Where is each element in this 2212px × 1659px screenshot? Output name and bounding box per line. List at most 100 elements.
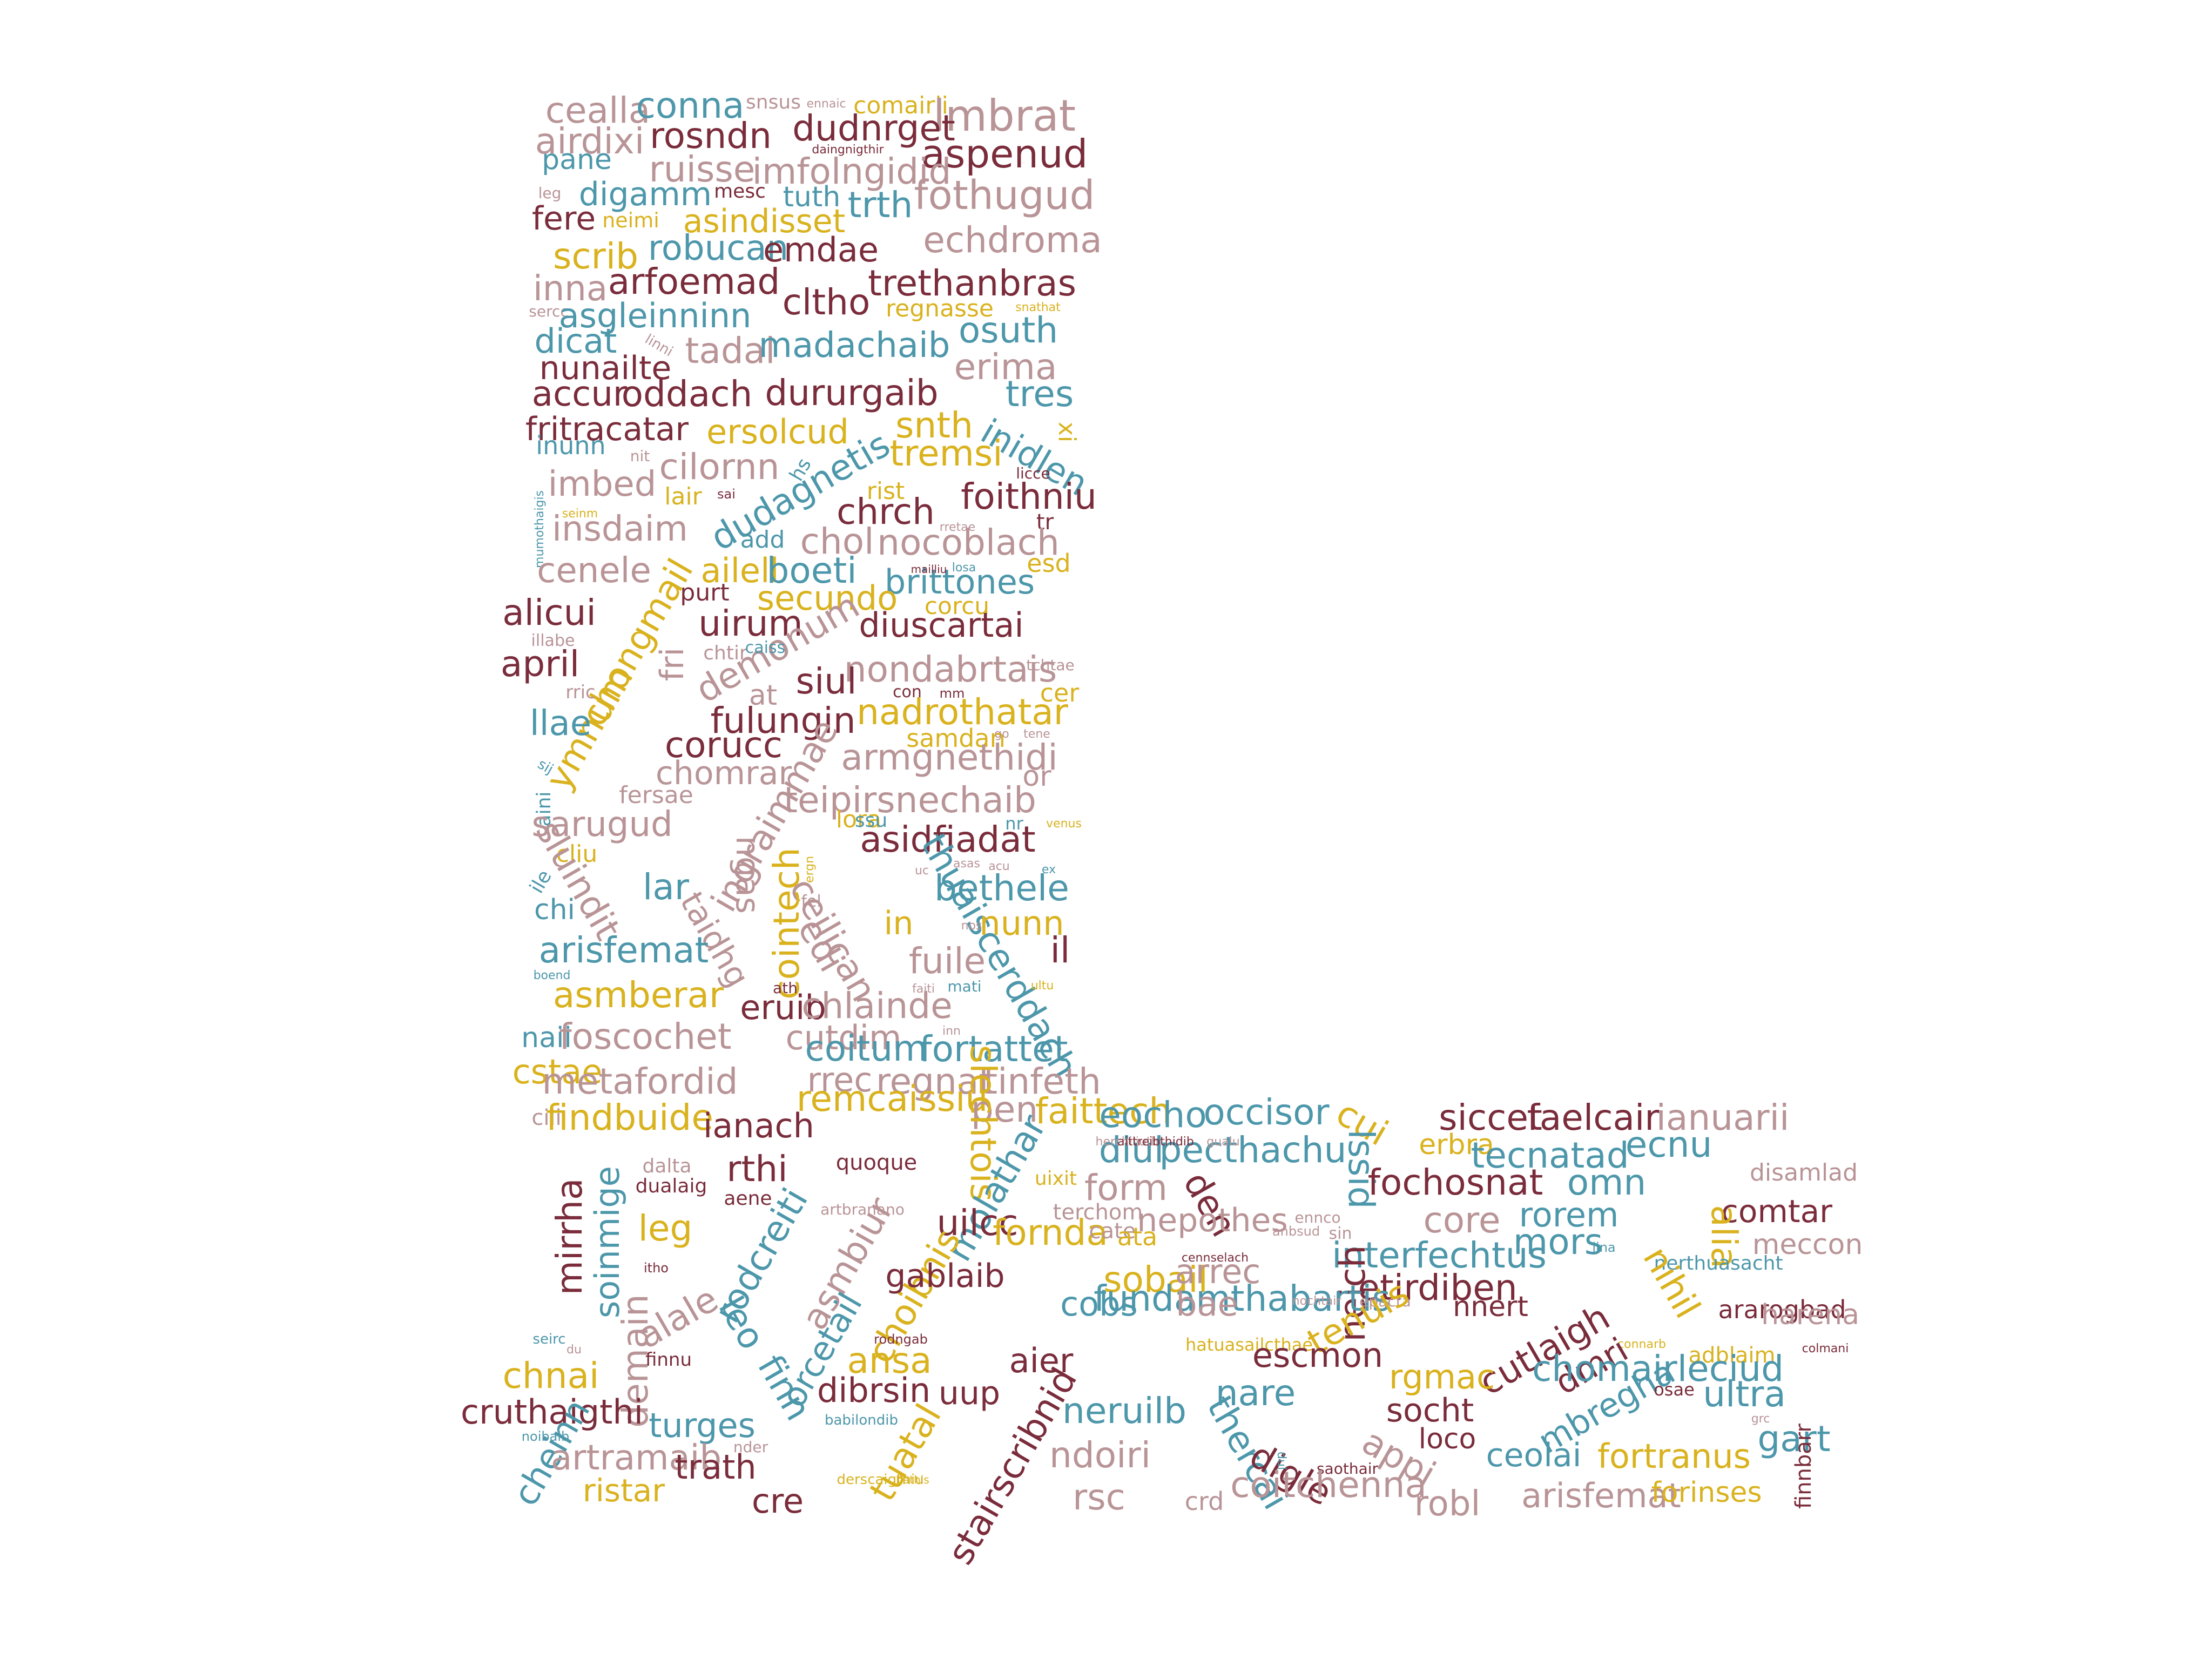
cloud-word: mors [1513, 1221, 1603, 1263]
cloud-word: sobail [1103, 1259, 1208, 1300]
cloud-word: cilornn [659, 446, 780, 488]
cloud-word: llae [529, 704, 592, 744]
cloud-word: ararogbad [1718, 1295, 1846, 1324]
cloud-word: grc [1751, 1412, 1770, 1426]
cloud-word: disamlad [1749, 1159, 1858, 1186]
cloud-word: trethanbras [867, 262, 1077, 304]
cloud-word: echdroma [923, 219, 1102, 261]
cloud-word: colmani [1802, 1342, 1849, 1355]
cloud-word: aene [724, 1188, 772, 1210]
cloud-word: cstae [512, 1052, 603, 1091]
cloud-word: artbranano [820, 1201, 905, 1218]
cloud-word: chol [800, 521, 874, 562]
cloud-word: asmberar [552, 974, 724, 1016]
cloud-word: dibrsin [817, 1371, 931, 1410]
cloud-word: cenele [537, 551, 651, 591]
cloud-word: finnu [645, 1349, 692, 1371]
cloud-word: ansa [847, 1340, 932, 1381]
cloud-word: mailliu [911, 563, 947, 576]
cloud-word: ndoiri [1049, 1434, 1151, 1476]
cloud-word: rric [565, 682, 596, 703]
cloud-word: nit [630, 447, 650, 465]
cloud-word: imfolngidid [752, 151, 952, 192]
cloud-word: ath [773, 979, 798, 997]
cloud-word: ultu [1030, 979, 1054, 993]
cloud-word: hatuasailcthae [1185, 1334, 1313, 1355]
cloud-word: fulungin [710, 700, 856, 741]
cloud-word: fritracatar [525, 410, 689, 448]
cloud-word: pane [542, 144, 612, 176]
cloud-word: escmon [1252, 1336, 1384, 1375]
cloud-word: eocho [1099, 1094, 1207, 1136]
cloud-word: uixit [1034, 1168, 1077, 1190]
cloud-word: armgnethidi [841, 737, 1058, 778]
cloud-word: nr [1005, 813, 1023, 834]
cloud-word: gart [1757, 1418, 1831, 1460]
cloud-word: du [567, 1343, 582, 1357]
cloud-word: fothugud [914, 172, 1095, 219]
cloud-word: fri [653, 647, 691, 682]
cloud-word: tene [1023, 727, 1050, 741]
cloud-word: fersae [619, 781, 693, 809]
cloud-word: trth [847, 184, 913, 226]
cloud-word: chlainde [801, 985, 953, 1027]
cloud-word: erima [954, 346, 1057, 388]
cloud-word: snth [895, 404, 973, 446]
cloud-word: chrch [837, 491, 935, 532]
cloud-word: arisfemat [1521, 1476, 1681, 1515]
cloud-word: nare [1215, 1372, 1296, 1414]
cloud-word: bethele [934, 867, 1069, 909]
cloud-word: rodngab [874, 1332, 928, 1347]
cloud-word: dalta [642, 1155, 692, 1177]
cloud-word: tuth [783, 181, 841, 213]
cloud-word: herchiliuth [1095, 1135, 1159, 1149]
cloud-word: babilondib [824, 1412, 899, 1428]
cloud-word: digamm [578, 176, 712, 213]
cloud-word: mirrha [549, 1178, 590, 1296]
cloud-word: emdae [763, 230, 879, 269]
cloud-word: fochosnat [1367, 1162, 1543, 1203]
cloud-word: anbsud [1272, 1224, 1320, 1239]
cloud-word: pecthachu [1159, 1129, 1347, 1171]
cloud-word: accur [531, 374, 628, 414]
cloud-word: nos [961, 919, 982, 933]
cloud-word: ceolai [1486, 1437, 1582, 1474]
cloud-word: ex [1041, 863, 1056, 876]
cloud-word: nepothes [1137, 1202, 1288, 1239]
cloud-word: faelcair [1527, 1097, 1660, 1138]
cloud-word: il [1050, 929, 1070, 971]
cloud-word: gablaib [885, 1257, 1005, 1295]
cloud-word: airdixi [535, 120, 645, 162]
cloud-word: tremsi [889, 433, 1003, 474]
cloud-word: tinfeth [983, 1061, 1101, 1102]
cloud-word: noibaib [521, 1429, 570, 1444]
cloud-word: regnat [875, 1061, 993, 1102]
cloud-word: tadal [685, 330, 775, 372]
cloud-word: mm [939, 686, 965, 701]
cloud-word: corucc [664, 724, 783, 766]
cloud-word: caiss [745, 638, 786, 657]
cloud-word: core [1423, 1199, 1501, 1241]
cloud-word: nocoblach [877, 522, 1060, 563]
cloud-word: coitum [805, 1028, 928, 1069]
cloud-word: insdaim [552, 509, 688, 549]
cloud-word: aspenud [921, 131, 1088, 177]
cloud-word: fundamthabartis [1094, 1278, 1391, 1319]
cloud-word: rist [866, 477, 905, 505]
cloud-word: nadrothatar [857, 691, 1068, 733]
cloud-word: epacta [1359, 1292, 1411, 1310]
cloud-word: coitchenna [1230, 1464, 1427, 1506]
cloud-word: rsc [1073, 1476, 1125, 1518]
cloud-word: interfechtus [1332, 1235, 1547, 1276]
cloud-word: samdan [906, 724, 1006, 753]
cloud-word: fortattet [919, 1028, 1068, 1070]
cloud-word: ssu [854, 810, 888, 832]
cloud-word: faittech [1035, 1090, 1172, 1132]
cloud-word: snathat [1015, 301, 1061, 314]
cloud-word: nondabrtais [844, 649, 1057, 690]
cloud-word: or [1022, 760, 1051, 793]
cloud-word: bae [1176, 1284, 1238, 1324]
cloud-word: seinm [562, 507, 598, 521]
cloud-word: april [500, 643, 580, 685]
cloud-word: aittreibthidib [1117, 1135, 1194, 1149]
